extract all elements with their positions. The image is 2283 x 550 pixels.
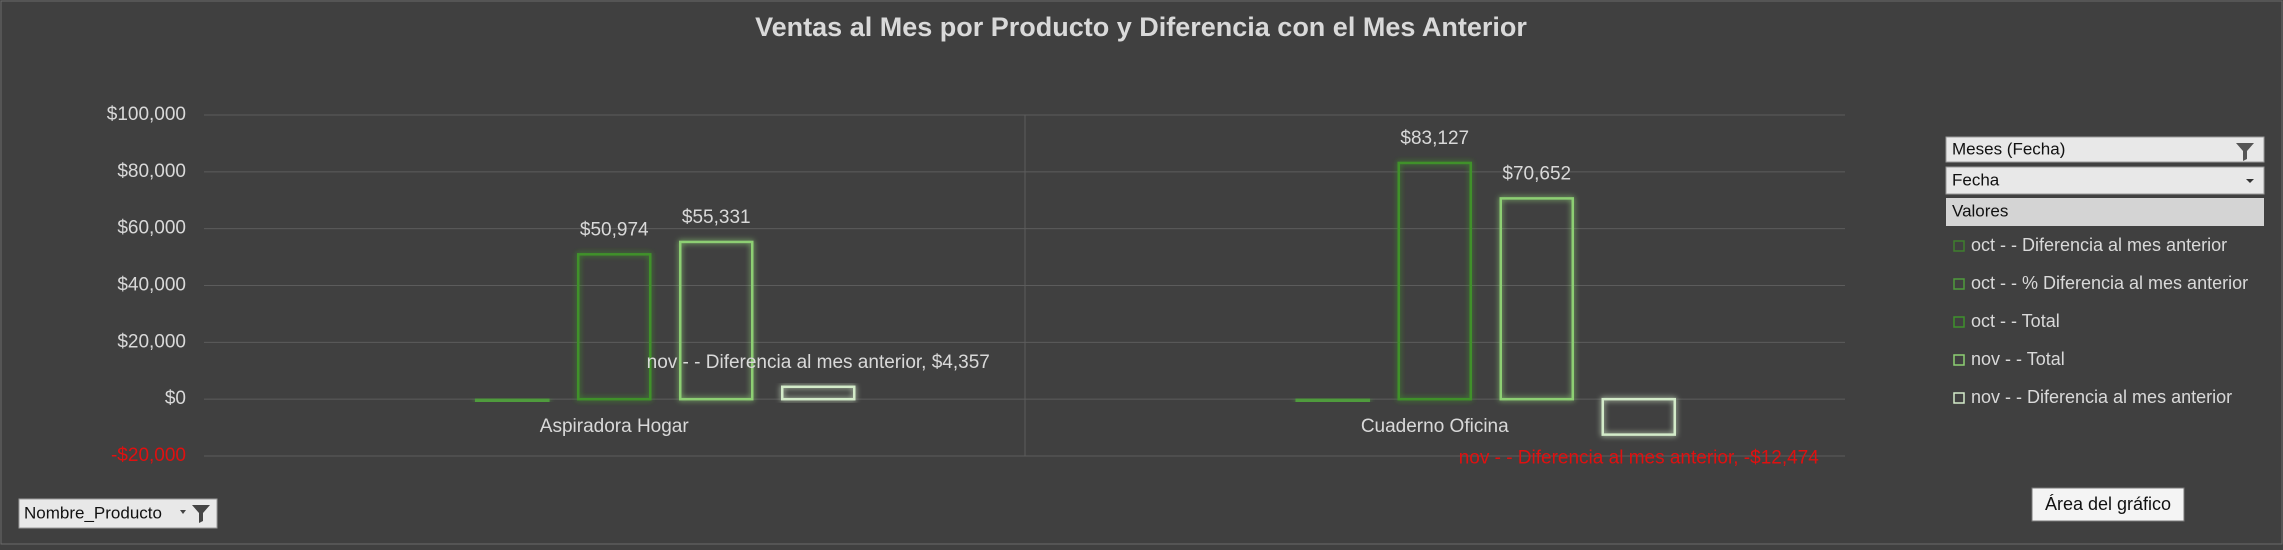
filter-icon — [2236, 143, 2254, 161]
legend-label: oct - - % Diferencia al mes anterior — [1971, 273, 2248, 293]
legend-marker — [1953, 316, 1965, 328]
x-tick-label: Aspiradora Hogar — [540, 416, 690, 437]
values-label: Valores — [1952, 201, 2008, 220]
y-tick-label: $20,000 — [117, 331, 186, 352]
filter-label: Meses (Fecha) — [1952, 139, 2065, 158]
axis-label: Nombre_Producto — [24, 503, 162, 522]
dropdown-icon — [2246, 179, 2254, 183]
legend-marker — [1953, 278, 1965, 290]
values-header — [1946, 198, 2264, 226]
x-tick-label: Cuaderno Oficina — [1361, 416, 1509, 437]
column-button[interactable] — [1945, 166, 2265, 195]
tooltip-box — [2031, 487, 2185, 522]
data-label: $55,331 — [682, 207, 751, 228]
axis-button[interactable] — [18, 498, 218, 529]
bar — [781, 385, 856, 401]
legend-label: nov - - Total — [1971, 349, 2065, 369]
y-tick-label: -$20,000 — [111, 445, 186, 466]
bar — [1499, 197, 1574, 401]
data-label: $83,127 — [1400, 128, 1469, 149]
bar — [475, 397, 550, 403]
tooltip: Área del gráfico — [2045, 494, 2171, 514]
column-label: Fecha — [1952, 170, 2000, 189]
legend-label: oct - - Total — [1971, 311, 2060, 331]
bar — [1295, 397, 1370, 403]
bar — [577, 253, 652, 401]
y-tick-label: $60,000 — [117, 218, 186, 239]
data-label: nov - - Diferencia al mes anterior, $4,3… — [647, 352, 990, 373]
legend-label: nov - - Diferencia al mes anterior — [1971, 387, 2232, 407]
data-label: $50,974 — [580, 219, 649, 240]
legend-marker — [1953, 240, 1965, 252]
legend-label: oct - - Diferencia al mes anterior — [1971, 235, 2227, 255]
bar — [679, 240, 754, 401]
data-label: nov - - Diferencia al mes anterior, -$12… — [1459, 448, 1820, 469]
bar — [1601, 397, 1676, 436]
legend-marker — [1953, 354, 1965, 366]
chart-title: Ventas al Mes por Producto y Diferencia … — [755, 12, 1527, 42]
legend-marker — [1953, 392, 1965, 404]
y-tick-label: $0 — [165, 388, 186, 409]
bar — [1397, 161, 1472, 401]
filter-button[interactable] — [1945, 136, 2265, 163]
data-label: $70,652 — [1502, 163, 1571, 184]
y-tick-label: $40,000 — [117, 275, 186, 296]
axis-filter-icon — [180, 505, 210, 523]
y-tick-label: $80,000 — [117, 161, 186, 182]
y-tick-label: $100,000 — [107, 104, 186, 125]
